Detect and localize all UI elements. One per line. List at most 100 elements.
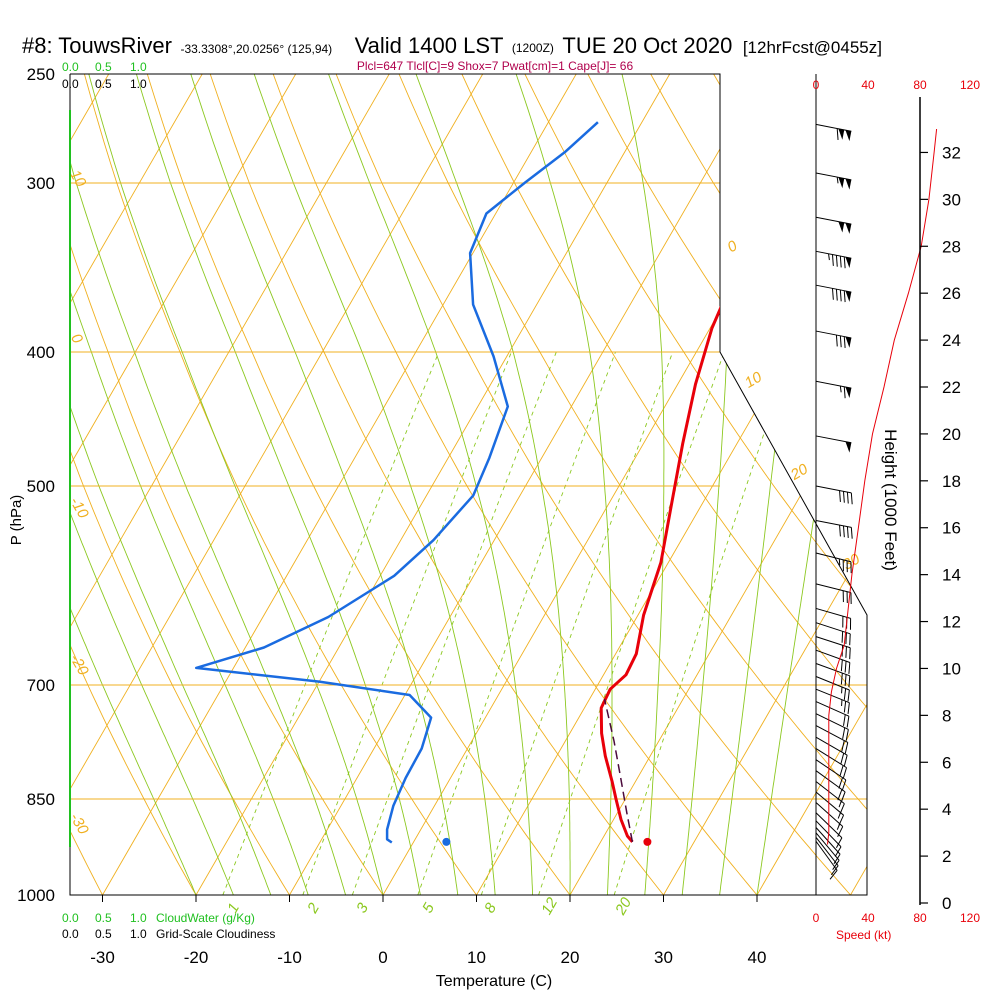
pressure-axis-label: P (hPa) — [8, 495, 25, 546]
wind-barb-full — [846, 492, 849, 504]
height-tick-label: 32 — [942, 143, 961, 162]
isotherm-line — [70, 74, 297, 895]
wind-barb-staff — [815, 837, 839, 867]
mixing-ratio-label: 5 — [419, 900, 438, 916]
isotherm-line — [70, 74, 484, 895]
wind-barb-full — [830, 865, 839, 876]
wind-barb-full — [846, 716, 850, 728]
isotherm-label: 10 — [742, 368, 766, 391]
mixing-ratio-line — [480, 351, 674, 895]
wind-barb-full — [844, 674, 847, 686]
wind-barb-staff — [815, 688, 850, 704]
wind-barb-pennant — [845, 178, 852, 190]
pressure-tick-label: 500 — [27, 477, 55, 496]
wind-barb — [815, 736, 848, 767]
wind-barb-full — [843, 256, 846, 269]
pressure-tick-label: 850 — [27, 790, 55, 809]
isobars — [70, 182, 867, 896]
speed-scale-top-2: 80 — [913, 78, 927, 92]
cloud-scale-bottom-black-1: 0.5 — [95, 927, 112, 941]
wind-barb-staff — [815, 770, 846, 793]
stability-indices: Plcl=647 Tlcl[C]=9 Shox=7 Pwat[cm]=1 Cap… — [357, 59, 634, 73]
wind-barb — [815, 485, 853, 505]
isotherm-line — [756, 74, 867, 895]
height-tick-label: 18 — [942, 472, 961, 491]
wind-barb-staff — [815, 748, 847, 769]
isotherm-label: 20 — [787, 460, 811, 484]
wind-barb-full — [838, 777, 844, 789]
dry-adiabat-line — [70, 74, 135, 895]
wind-barb-pennant — [845, 222, 852, 234]
dry-adiabat-line — [450, 74, 867, 895]
speed-scale-bottom-0: 0 — [813, 911, 820, 925]
wind-barb-staff — [815, 663, 850, 677]
wind-barb-full — [848, 662, 851, 674]
wind-barb-staff — [815, 622, 851, 635]
surface-dewpoint-point — [442, 837, 451, 846]
wind-barb — [815, 837, 839, 876]
wind-barb-staff — [815, 552, 852, 563]
wind-barb-pennant — [838, 177, 845, 189]
height-tick-label: 10 — [942, 659, 961, 678]
speed-scale-top-0: 0 — [813, 78, 820, 92]
wind-barb — [815, 216, 852, 234]
height-tick-label: 14 — [942, 566, 961, 585]
speed-scale-bottom-2: 80 — [913, 911, 927, 925]
temperature-tick-label: 10 — [467, 948, 486, 967]
wind-barb — [815, 649, 851, 674]
wind-barb — [815, 688, 850, 715]
wind-barb — [815, 748, 848, 779]
title-date: TUE 20 Oct 2020 — [562, 33, 732, 58]
moist-adiabat-line — [135, 74, 421, 895]
wind-barb-pennant — [838, 221, 845, 233]
wind-barb-full — [842, 491, 845, 503]
wind-barb-full — [843, 336, 846, 348]
wind-barb-full — [840, 791, 846, 803]
wind-barb — [815, 123, 852, 142]
wind-barb-staff — [815, 330, 852, 339]
cloud-scale-bottom-black-0: 0.0 — [62, 927, 79, 941]
pressure-tick-label: 400 — [27, 343, 55, 362]
wind-barb-full — [847, 702, 850, 715]
height-tick-label: 8 — [942, 706, 951, 725]
wind-barb — [815, 172, 852, 190]
height-tick-label: 2 — [942, 847, 951, 866]
wind-barb-half — [839, 385, 842, 393]
cloud-scale-bottom-green-2: 1.0 — [130, 911, 147, 925]
wind-barb — [815, 583, 852, 605]
dry-adiabat-line — [512, 74, 867, 895]
wind-barb — [815, 284, 852, 303]
wind-barb-staff — [815, 713, 849, 730]
moist-adiabat-line — [70, 74, 272, 895]
wind-barb-full — [839, 490, 841, 502]
wind-barb-full — [839, 256, 842, 268]
wind-barb-full — [841, 631, 844, 643]
temperature-tick-label: -20 — [184, 948, 209, 967]
dry-adiabat-line — [77, 74, 514, 895]
mixing-ratio-label: 2 — [304, 900, 324, 917]
wind-barb-full — [839, 335, 842, 348]
wind-barb-half — [828, 253, 830, 261]
wind-barb-full — [845, 646, 847, 658]
dry-adiabat-line — [823, 74, 867, 895]
mixing-ratio-label: 20 — [612, 894, 636, 918]
moist-adiabat-line — [621, 74, 665, 895]
pressure-axis-ticks: 250 300 400 500 700 850 1000 — [17, 65, 55, 905]
cloud-scale-bottom-green-0: 0.0 — [62, 911, 79, 925]
wind-barb-half — [836, 177, 839, 184]
isotherm-line — [195, 74, 671, 895]
dry-adiabat-line — [70, 74, 230, 895]
speed-scale-top-3: 120 — [960, 78, 980, 92]
mixing-ratio-label: 12 — [538, 894, 561, 918]
wind-barb-pennant — [845, 257, 852, 269]
wind-barb-half — [836, 823, 841, 830]
wind-barb-full — [843, 290, 846, 303]
cloud-scale-top-black-2: 1.0 — [130, 77, 147, 91]
wind-barb — [815, 552, 852, 574]
cloud-scale-bottom: 0.0 0.5 1.0 CloudWater (g/Kg) 0.0 0.5 1.… — [62, 911, 275, 941]
isotherm-line — [476, 74, 867, 895]
wind-barb-full — [849, 633, 851, 646]
wind-barb-full — [842, 767, 848, 779]
mixing-ratio-label: 3 — [353, 900, 372, 916]
